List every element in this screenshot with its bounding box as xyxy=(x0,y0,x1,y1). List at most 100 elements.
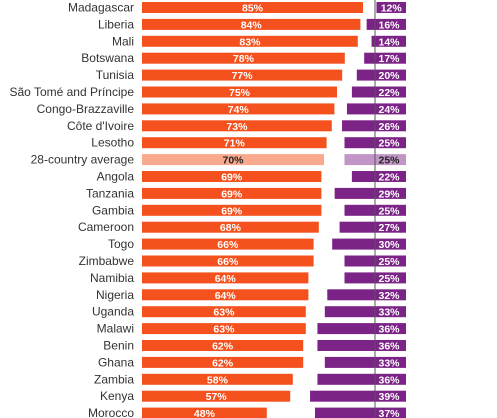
left-bar xyxy=(142,390,291,402)
left-value-label: 69% xyxy=(221,188,243,200)
right-value-label: 25% xyxy=(378,155,400,167)
category-label: Benin xyxy=(103,339,134,353)
right-bar xyxy=(334,187,406,199)
right-value-label: 25% xyxy=(378,138,400,150)
left-bar xyxy=(142,340,304,351)
right-bar xyxy=(351,86,406,98)
right-value-label: 36% xyxy=(378,341,400,353)
right-bar xyxy=(317,340,406,351)
right-value-label: 37% xyxy=(378,408,400,418)
left-bar xyxy=(142,272,309,284)
category-label: Angola xyxy=(97,170,135,184)
left-value-label: 58% xyxy=(207,374,229,386)
left-value-label: 63% xyxy=(213,307,235,319)
right-value-label: 33% xyxy=(378,307,400,319)
right-bar xyxy=(371,35,406,47)
category-label: Tanzania xyxy=(86,186,134,200)
right-value-label: 30% xyxy=(378,239,400,251)
right-value-label: 25% xyxy=(378,256,400,268)
left-value-label: 66% xyxy=(217,256,239,268)
left-value-label: 75% xyxy=(229,87,251,99)
right-bar xyxy=(339,221,406,233)
category-label: Kenya xyxy=(100,389,134,403)
left-value-label: 64% xyxy=(215,273,237,285)
left-value-label: 68% xyxy=(220,222,242,234)
right-bar xyxy=(317,373,406,385)
left-bar xyxy=(142,289,309,301)
category-label: Namibia xyxy=(90,271,134,285)
category-label: Malawi xyxy=(97,322,134,336)
left-bar xyxy=(142,69,343,81)
left-bar xyxy=(142,407,267,418)
category-label: Zambia xyxy=(94,372,134,386)
left-value-label: 69% xyxy=(221,205,243,217)
left-value-label: 85% xyxy=(242,3,264,15)
right-value-label: 16% xyxy=(378,19,400,31)
right-bar xyxy=(346,103,406,115)
right-bar xyxy=(332,238,406,250)
left-bar xyxy=(142,306,306,318)
category-label: Morocco xyxy=(88,406,134,418)
right-bar xyxy=(317,323,406,335)
left-bar xyxy=(142,120,332,132)
right-value-label: 39% xyxy=(378,391,400,403)
left-value-label: 83% xyxy=(239,36,261,48)
category-label: 28-country average xyxy=(31,153,135,167)
right-value-label: 14% xyxy=(378,36,400,48)
category-label: Congo-Brazzaville xyxy=(37,102,135,116)
right-value-label: 36% xyxy=(378,324,400,336)
left-bar xyxy=(142,52,345,64)
left-bar xyxy=(142,356,304,368)
left-bar xyxy=(142,221,319,233)
right-value-label: 25% xyxy=(378,273,400,285)
right-value-label: 32% xyxy=(378,290,400,302)
right-value-label: 22% xyxy=(378,172,400,184)
category-label: Madagascar xyxy=(68,1,134,15)
right-value-label: 24% xyxy=(378,104,400,116)
right-value-label: 17% xyxy=(378,53,400,65)
right-value-label: 36% xyxy=(378,374,400,386)
right-bar xyxy=(327,289,406,301)
left-bar xyxy=(142,137,327,149)
left-value-label: 71% xyxy=(224,138,246,150)
left-value-label: 78% xyxy=(233,53,255,65)
left-bar xyxy=(142,103,335,115)
right-value-label: 27% xyxy=(378,222,400,234)
left-value-label: 74% xyxy=(228,104,250,116)
category-label: Zimbabwe xyxy=(79,254,135,268)
category-label: Lesotho xyxy=(91,136,134,150)
right-value-label: 20% xyxy=(378,70,400,82)
right-value-label: 25% xyxy=(378,205,400,217)
left-bar xyxy=(142,187,322,199)
left-value-label: 66% xyxy=(217,239,239,251)
category-label: Ghana xyxy=(98,355,134,369)
left-bar xyxy=(142,373,293,385)
right-bar xyxy=(351,171,406,182)
right-value-label: 26% xyxy=(378,121,400,133)
right-value-label: 22% xyxy=(378,87,400,99)
left-value-label: 62% xyxy=(212,341,234,353)
category-label: Botswana xyxy=(81,51,134,65)
category-label: Gambia xyxy=(92,203,134,217)
category-label: Cameroon xyxy=(78,220,134,234)
left-value-label: 48% xyxy=(194,408,216,418)
right-bar xyxy=(324,356,406,368)
right-bar xyxy=(310,390,406,402)
left-value-label: 84% xyxy=(241,19,263,31)
left-value-label: 69% xyxy=(221,172,243,184)
left-bar xyxy=(142,238,314,250)
category-label: Mali xyxy=(112,34,134,48)
left-bar xyxy=(142,204,322,216)
right-bar xyxy=(364,52,406,64)
right-bar xyxy=(314,407,406,418)
left-bar xyxy=(142,2,363,13)
right-value-label: 29% xyxy=(378,188,400,200)
category-label: Nigeria xyxy=(96,288,134,302)
right-bar xyxy=(366,18,406,30)
left-value-label: 73% xyxy=(226,121,248,133)
left-bar xyxy=(142,323,306,335)
left-value-label: 62% xyxy=(212,357,234,369)
left-value-label: 64% xyxy=(215,290,237,302)
category-label: Togo xyxy=(108,237,134,251)
